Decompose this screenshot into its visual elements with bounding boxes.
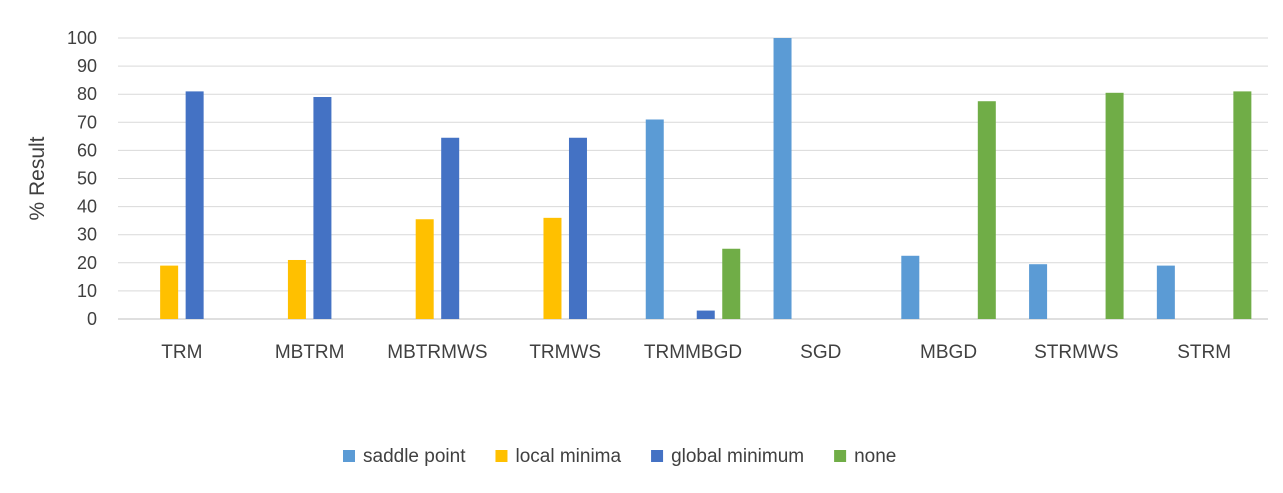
bar-saddle-point-MBGD — [901, 255, 920, 319]
y-tick-label: 50 — [77, 169, 97, 189]
gridlines — [118, 37, 1268, 320]
bar-local-minima-MBTRM — [287, 259, 306, 319]
bar-none-TRMMBGD — [722, 248, 741, 319]
bar-local-minima-TRMWS — [543, 217, 562, 319]
x-category-label: STRMWS — [1034, 342, 1118, 363]
legend-swatch-local-minima — [495, 450, 508, 462]
legend-label: saddle point — [363, 446, 466, 467]
y-tick-label: 70 — [77, 112, 97, 132]
x-category-label: MBTRMWS — [387, 342, 487, 363]
y-tick-label: 0 — [87, 309, 97, 329]
y-tick-label: 30 — [77, 225, 97, 245]
y-tick-label: 10 — [77, 281, 97, 301]
x-category-label: STRM — [1177, 342, 1231, 363]
legend-swatch-saddle-point — [343, 450, 355, 462]
bar-global-minimum-MBTRMWS — [441, 137, 460, 319]
y-tick-label: 60 — [77, 140, 97, 160]
bar-local-minima-MBTRMWS — [415, 219, 434, 319]
legend-label: local minima — [515, 446, 621, 467]
x-category-label: TRM — [161, 342, 202, 363]
bar-global-minimum-TRMWS — [568, 137, 587, 319]
legend-label: global minimum — [671, 446, 804, 467]
legend-swatch-global-minimum — [651, 450, 664, 462]
y-tick-label: 40 — [77, 197, 97, 217]
bar-none-STRMWS — [1105, 92, 1124, 319]
bar-saddle-point-STRMWS — [1029, 264, 1048, 319]
bar-global-minimum-MBTRM — [313, 97, 332, 319]
bar-global-minimum-TRMMBGD — [696, 310, 715, 319]
bar-saddle-point-STRM — [1156, 265, 1175, 319]
y-axis-ticks: 0 10 20 30 40 50 60 70 80 90 100 — [67, 28, 97, 329]
bar-none-STRM — [1233, 91, 1252, 319]
x-category-label: SGD — [800, 342, 841, 363]
x-category-label: TRMMBGD — [644, 342, 742, 363]
bars — [160, 38, 1252, 320]
x-axis-categories: TRM MBTRM MBTRMWS TRMWS TRMMBGD SGD MBGD STRMWS… — [161, 342, 1231, 363]
bar-none-MBGD — [977, 101, 996, 319]
bar-local-minima-TRM — [160, 265, 179, 319]
legend-label: none — [854, 446, 896, 467]
y-axis-label: % Result — [26, 136, 49, 220]
bar-saddle-point-SGD — [773, 38, 792, 319]
x-category-label: MBTRM — [275, 342, 345, 363]
y-tick-label: 90 — [77, 56, 97, 76]
y-tick-label: 20 — [77, 253, 97, 273]
y-tick-label: 100 — [67, 28, 97, 48]
bar-global-minimum-TRM — [185, 91, 204, 319]
bar-saddle-point-TRMMBGD — [645, 119, 664, 320]
x-category-label: MBGD — [920, 342, 977, 363]
x-category-label: TRMWS — [529, 342, 601, 363]
legend-swatch-none — [834, 450, 847, 462]
legend: saddle point local minima global minimum no… — [343, 446, 896, 467]
y-tick-label: 80 — [77, 84, 97, 104]
